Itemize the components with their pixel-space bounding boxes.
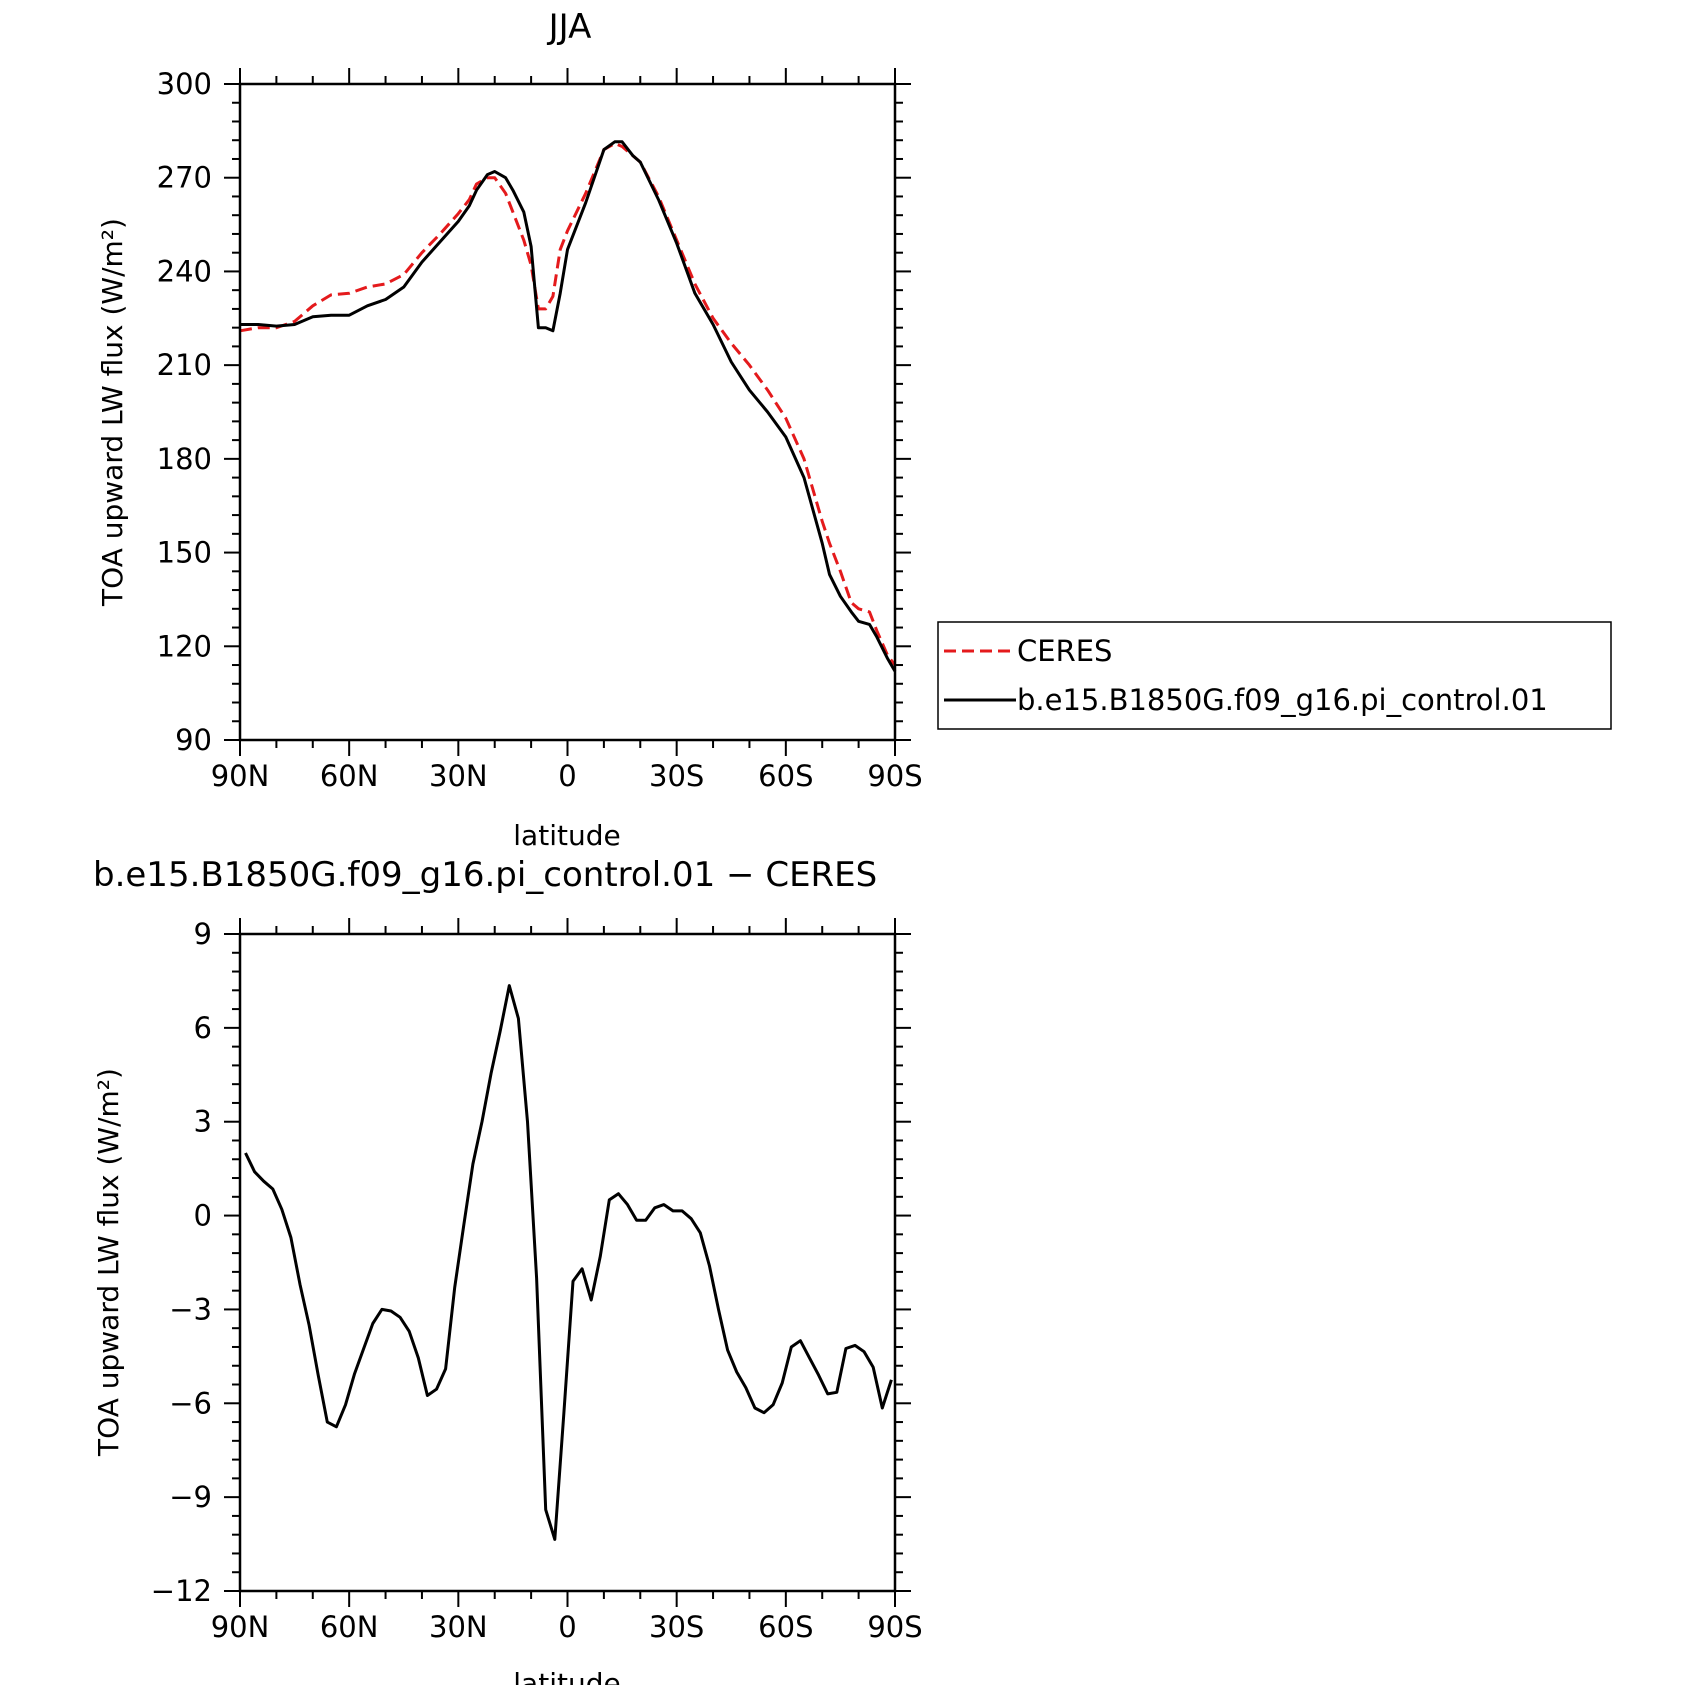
top-chart-y-tick-label: 90 bbox=[175, 723, 212, 757]
bottom-chart-y-tick-label: 0 bbox=[194, 1199, 212, 1233]
top-chart-y-tick-label: 150 bbox=[157, 536, 212, 570]
bottom-chart-y-tick-label: 3 bbox=[194, 1105, 212, 1139]
bottom-chart-x-tick-label: 0 bbox=[558, 1610, 576, 1644]
bottom-chart-x-tick-label: 30S bbox=[649, 1610, 704, 1644]
bottom-chart-x-tick-label: 90N bbox=[211, 1610, 270, 1644]
top-chart-y-axis-title: TOA upward LW flux (W/m²) bbox=[96, 218, 129, 607]
top-chart-y-tick-label: 120 bbox=[157, 629, 212, 663]
bottom-chart-x-axis-title: latitude bbox=[513, 1667, 620, 1685]
bottom-chart-series bbox=[244, 984, 893, 1541]
top-chart-x-tick-label: 0 bbox=[558, 759, 576, 793]
top-chart-series-line-1 bbox=[240, 140, 897, 673]
top-chart-x-axis-title: latitude bbox=[513, 819, 620, 852]
top-chart-x-tick-label: 60S bbox=[758, 759, 813, 793]
legend: CERES b.e15.B1850G.f09_g16.pi_control.01 bbox=[937, 621, 1612, 730]
top-chart-y-tick-label: 180 bbox=[157, 442, 212, 476]
top-chart-y-tick-label: 240 bbox=[157, 254, 212, 288]
bottom-chart-y-tick-label: −6 bbox=[169, 1386, 212, 1420]
legend-label-ceres: CERES bbox=[1017, 634, 1112, 668]
bottom-chart-y-tick-label: −3 bbox=[169, 1292, 212, 1326]
top-chart-x-tick-label: 90N bbox=[211, 759, 270, 793]
bottom-chart-x-tick-label: 90S bbox=[867, 1610, 922, 1644]
bottom-chart-y-tick-label: 9 bbox=[194, 917, 212, 951]
top-chart-y-tick-label: 270 bbox=[157, 161, 212, 195]
bottom-chart-frame bbox=[238, 932, 897, 1593]
top-chart-series bbox=[239, 140, 897, 673]
top-chart-x-tick-label: 90S bbox=[867, 759, 922, 793]
bottom-chart-series-line-0 bbox=[244, 984, 893, 1541]
top-chart-x-tick-label: 60N bbox=[320, 759, 379, 793]
legend-box bbox=[937, 621, 1612, 730]
top-chart-series-line-0 bbox=[239, 141, 897, 666]
bottom-chart-x-tick-label: 60S bbox=[758, 1610, 813, 1644]
bottom-chart-title: b.e15.B1850G.f09_g16.pi_control.01 − CER… bbox=[93, 855, 877, 895]
bottom-chart-y-tick-label: 6 bbox=[194, 1011, 212, 1045]
top-chart-x-tick-label: 30S bbox=[649, 759, 704, 793]
bottom-chart-x-tick-label: 60N bbox=[320, 1610, 379, 1644]
bottom-chart-y-axis-title: TOA upward LW flux (W/m²) bbox=[92, 1068, 125, 1457]
top-chart-y-tick-label: 210 bbox=[157, 348, 212, 382]
top-chart-title: JJA bbox=[547, 7, 592, 47]
top-chart-frame bbox=[238, 82, 897, 742]
bottom-chart-y-tick-label: −9 bbox=[169, 1480, 212, 1514]
bottom-chart-x-tick-label: 30N bbox=[429, 1610, 488, 1644]
bottom-chart-y-tick-label: −12 bbox=[151, 1574, 212, 1608]
top-chart-y-tick-label: 300 bbox=[157, 67, 212, 101]
top-chart-x-tick-label: 30N bbox=[429, 759, 488, 793]
legend-label-model: b.e15.B1850G.f09_g16.pi_control.01 bbox=[1017, 683, 1548, 717]
bottom-chart: b.e15.B1850G.f09_g16.pi_control.01 − CER… bbox=[92, 855, 923, 1685]
